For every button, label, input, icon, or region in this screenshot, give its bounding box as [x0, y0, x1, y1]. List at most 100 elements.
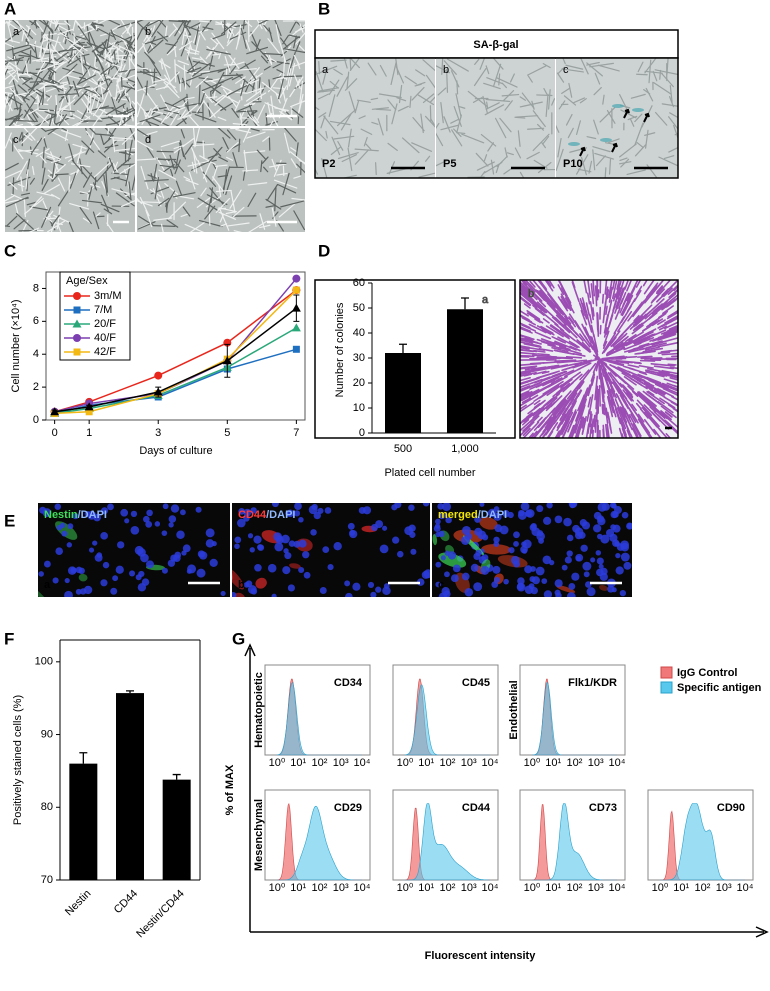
cell-body — [585, 601, 615, 613]
nucleus — [163, 503, 169, 509]
image-label: a — [13, 26, 20, 38]
legend-label: IgG Control — [677, 667, 738, 679]
cell — [641, 361, 655, 362]
nucleus — [513, 531, 520, 538]
x-tick-label: 10⁰ — [269, 757, 286, 769]
nucleus — [565, 556, 572, 563]
bar — [163, 780, 191, 880]
x-tick-label: 0 — [52, 427, 58, 439]
nucleus — [210, 559, 218, 567]
nucleus — [100, 532, 108, 540]
blue-cell — [600, 138, 612, 142]
y-tick-label: 10 — [353, 402, 365, 414]
micrograph: c — [0, 122, 143, 242]
nucleus — [475, 550, 481, 556]
nucleus — [298, 567, 304, 573]
x-tick-label: 10³ — [461, 757, 477, 769]
cell-body — [95, 602, 115, 621]
cell — [538, 354, 549, 355]
nucleus — [304, 572, 311, 579]
cell-body — [400, 616, 422, 643]
y-tick-label: 100 — [35, 656, 53, 668]
nucleus — [80, 588, 86, 594]
micrograph: d — [132, 124, 309, 238]
x-tick-label: 10³ — [716, 882, 732, 894]
cell-body — [15, 548, 27, 558]
counterstain: /DAPI — [266, 509, 295, 521]
cell — [668, 364, 676, 365]
x-tick-label: 10² — [312, 882, 328, 894]
error-bar — [126, 691, 134, 693]
cell-body — [115, 603, 138, 627]
nucleus — [380, 544, 389, 553]
cell-body — [286, 632, 300, 647]
nucleus — [345, 593, 353, 601]
nucleus — [520, 546, 528, 554]
cell-body — [128, 603, 146, 615]
nucleus — [359, 507, 366, 514]
cell-body — [21, 555, 29, 581]
x-tick-label: 10² — [567, 757, 583, 769]
nucleus — [529, 576, 535, 582]
x-tick-label: 10² — [567, 882, 583, 894]
cell-body — [378, 653, 391, 667]
cell-body — [391, 631, 413, 658]
nucleus — [612, 587, 617, 592]
nucleus — [382, 586, 390, 594]
marker — [293, 346, 300, 353]
nucleus — [254, 564, 262, 572]
cell-body — [10, 557, 26, 589]
nucleus — [444, 571, 450, 577]
image-label: c — [563, 64, 569, 76]
nucleus — [64, 591, 73, 600]
x-tick-label: 10³ — [333, 757, 349, 769]
x-tick-label: 1 — [86, 427, 92, 439]
nucleus — [593, 524, 601, 532]
cell — [597, 398, 598, 421]
error-bar — [173, 775, 181, 780]
image-label: a — [322, 64, 329, 76]
cell-body — [6, 475, 19, 484]
x-tick-label: Nestin/CD44 — [134, 888, 187, 941]
y-tick-label: 6 — [33, 315, 39, 327]
image-title: SA-β-gal — [473, 39, 518, 51]
cell-body — [404, 636, 417, 652]
nucleus — [284, 552, 291, 559]
cell — [660, 70, 661, 79]
cell-body — [291, 612, 307, 627]
cell-body — [347, 439, 367, 460]
y-tick-label: 20 — [353, 377, 365, 389]
nucleus — [318, 508, 324, 514]
cell-body — [110, 449, 123, 459]
nucleus — [206, 539, 214, 547]
nucleus — [622, 512, 629, 519]
nucleus — [78, 568, 84, 574]
nucleus — [543, 517, 551, 525]
x-arrow — [250, 927, 767, 937]
nucleus — [131, 526, 140, 535]
image-label: a — [44, 579, 51, 591]
nucleus — [268, 564, 277, 573]
nucleus — [582, 521, 590, 529]
nucleus — [328, 564, 334, 570]
nucleus — [174, 552, 181, 559]
cell-body — [303, 609, 313, 617]
nucleus — [441, 555, 446, 560]
stain-label: CD44/DAPI — [238, 509, 295, 521]
legend-swatch — [661, 667, 672, 678]
nucleus — [310, 529, 317, 536]
panel-label: F — [4, 629, 14, 648]
cell-body — [392, 614, 410, 643]
nucleus — [38, 571, 44, 577]
nucleus — [70, 567, 76, 573]
x-tick-label: 10⁰ — [652, 882, 669, 894]
nucleus — [294, 541, 301, 548]
x-tick-label: 10¹ — [673, 882, 689, 894]
nucleus — [89, 548, 94, 553]
cell-body — [21, 590, 39, 611]
cell — [79, 45, 86, 46]
nucleus — [325, 507, 332, 514]
nucleus — [171, 504, 179, 512]
nucleus — [541, 578, 547, 584]
x-tick-label: 10⁴ — [737, 882, 754, 894]
